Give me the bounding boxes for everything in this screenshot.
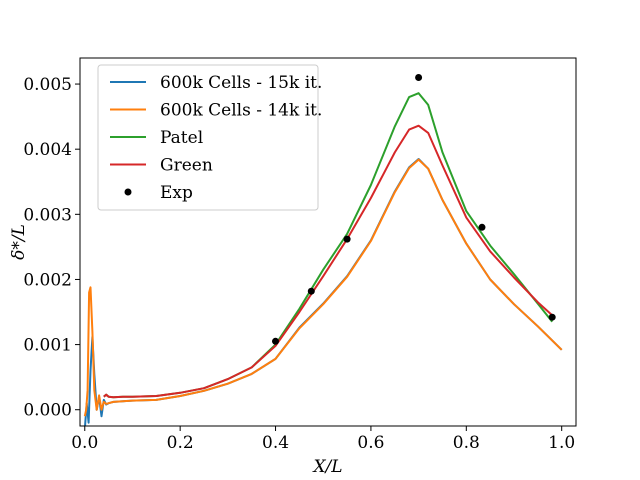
y-tick-label: 0.003 [23, 205, 72, 225]
legend-box [97, 64, 319, 211]
legend: 600k Cells - 15k it. 600k Cells - 14k it.… [97, 64, 322, 211]
y-tick-label: 0.005 [23, 75, 72, 95]
legend-label: Green [160, 156, 213, 176]
legend-label: 600k Cells - 14k it. [160, 101, 322, 121]
x-axis-ticks: 0.0 0.2 0.4 0.6 0.8 1.0 [71, 426, 575, 453]
y-tick-label: 0.000 [23, 401, 72, 421]
x-tick-label: 0.2 [167, 433, 194, 453]
exp-points-layer [272, 74, 556, 345]
x-tick-label: 0.6 [357, 433, 384, 453]
series-line-1 [83, 158, 563, 417]
y-tick-label: 0.001 [23, 336, 72, 356]
exp-point [307, 287, 315, 295]
x-tick-label: 0.8 [453, 433, 480, 453]
x-tick-label: 1.0 [548, 433, 575, 453]
y-tick-label: 0.002 [23, 270, 72, 290]
y-axis-label: δ*/L [9, 224, 29, 260]
legend-swatch [124, 188, 132, 196]
legend-label: Patel [160, 128, 203, 148]
x-tick-label: 0.0 [71, 433, 98, 453]
exp-point [272, 337, 279, 345]
legend-label: Exp [160, 183, 193, 203]
exp-point [415, 74, 423, 81]
y-axis-ticks: 0.000 0.001 0.002 0.003 0.004 0.005 [23, 75, 80, 421]
exp-point [478, 223, 486, 231]
plot-frame [79, 57, 577, 427]
exp-point [343, 235, 351, 243]
x-axis-label: X/L [311, 457, 342, 477]
x-tick-label: 0.4 [262, 433, 289, 453]
legend-label: 600k Cells - 15k it. [160, 73, 322, 93]
y-tick-label: 0.004 [23, 140, 72, 160]
exp-point [548, 313, 556, 321]
